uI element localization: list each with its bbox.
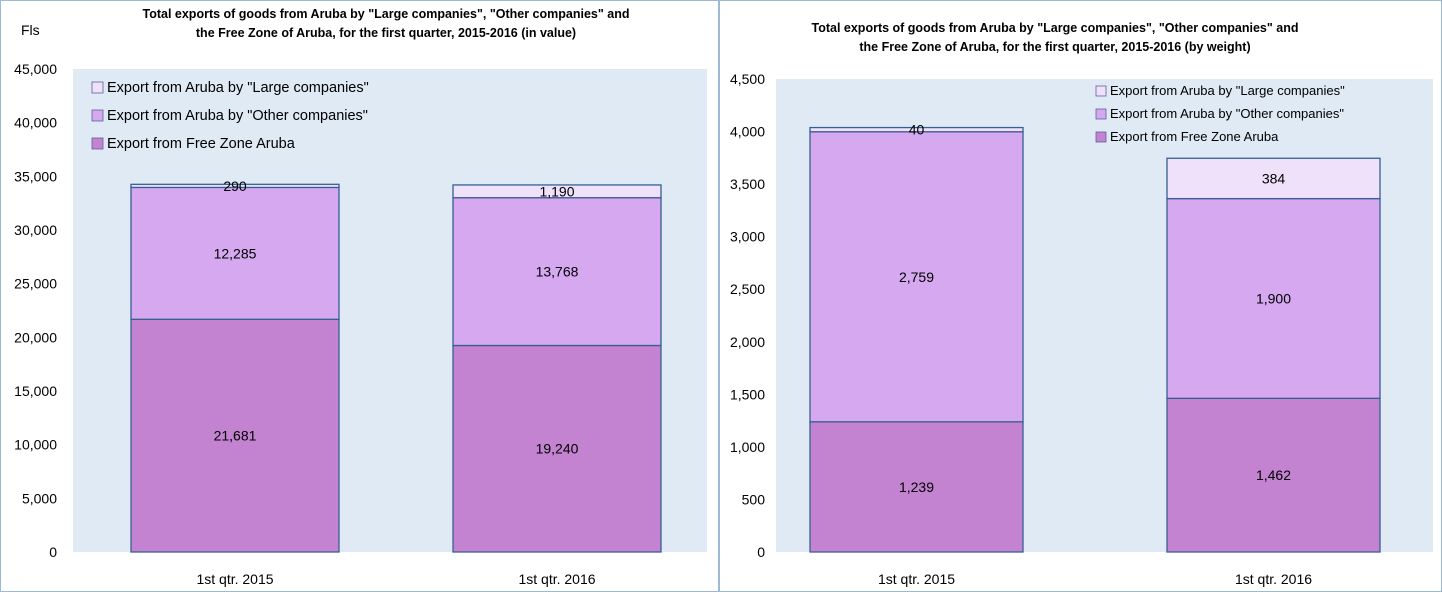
legend-label: Export from Aruba by "Large companies" <box>1110 83 1345 98</box>
legend-swatch <box>1095 108 1107 120</box>
data-label: 13,768 <box>536 264 579 280</box>
y-tick-label: 4,500 <box>730 71 765 87</box>
data-label: 2,759 <box>899 269 934 285</box>
chart-panel-weight: Total exports of goods from Aruba by "La… <box>719 0 1442 592</box>
bar-segment <box>452 344 662 553</box>
y-tick-label: 4,000 <box>730 124 765 140</box>
x-category-label: 1st qtr. 2016 <box>518 571 595 587</box>
chart-title-line-1: Total exports of goods from Aruba by "La… <box>143 7 630 21</box>
bar-segment <box>809 131 1024 423</box>
plot-area: 0 5,000 10,000 15,000 20,000 25,000 30,000 35,0… <box>14 61 707 587</box>
plot-area: 0 500 1,000 1,500 2,000 2,500 3,000 3,500 4,000 4… <box>730 71 1433 587</box>
bar-segment <box>452 197 662 347</box>
legend-swatch <box>91 81 104 94</box>
legend-label: Export from Free Zone Aruba <box>107 136 296 152</box>
y-unit-label: Fls <box>21 22 40 38</box>
legend-swatch <box>91 137 104 150</box>
bar-segment <box>809 421 1024 553</box>
data-label: 1,190 <box>539 183 574 199</box>
y-tick-label: 3,500 <box>730 176 765 192</box>
legend-swatch <box>91 109 104 122</box>
data-label: 19,240 <box>536 441 579 457</box>
chart-value-svg: Fls Total exports of goods from Aruba by… <box>14 7 707 587</box>
data-label: 21,681 <box>214 428 257 444</box>
x-category-label: 1st qtr. 2016 <box>1235 571 1312 587</box>
chart-title-line-2: the Free Zone of Aruba, for the first qu… <box>859 40 1250 54</box>
data-label: 1,239 <box>899 479 934 495</box>
legend-label: Export from Aruba by "Large companies" <box>107 80 369 96</box>
data-label: 12,285 <box>214 245 257 261</box>
legend-label: Export from Aruba by "Other companies" <box>107 108 368 124</box>
y-tick-label: 5,000 <box>22 490 57 506</box>
bar-segment <box>1166 197 1381 399</box>
y-tick-label: 500 <box>742 491 766 507</box>
bar-segment <box>1166 157 1381 200</box>
y-tick-label: 1,000 <box>730 439 765 455</box>
y-tick-label: 0 <box>757 544 765 560</box>
legend-swatch <box>1095 131 1107 143</box>
bar-segment <box>130 183 340 189</box>
y-tick-label: 15,000 <box>14 383 57 399</box>
chart-title-line-2: the Free Zone of Aruba, for the first qu… <box>196 26 576 40</box>
chart-title-line-1: Total exports of goods from Aruba by "La… <box>812 21 1299 35</box>
data-label: 1,462 <box>1256 467 1291 483</box>
y-tick-label: 3,000 <box>730 229 765 245</box>
chart-panel-value: Fls Total exports of goods from Aruba by… <box>0 0 719 592</box>
x-category-label: 1st qtr. 2015 <box>878 571 955 587</box>
y-tick-label: 2,000 <box>730 334 765 350</box>
data-label: 384 <box>1262 170 1286 186</box>
y-tick-label: 20,000 <box>14 329 57 345</box>
legend-label: Export from Free Zone Aruba <box>1110 129 1279 144</box>
x-category-label: 1st qtr. 2015 <box>196 571 273 587</box>
y-tick-label: 0 <box>49 544 57 560</box>
y-tick-label: 1,500 <box>730 386 765 402</box>
y-tick-label: 30,000 <box>14 222 57 238</box>
data-label: 290 <box>223 178 247 194</box>
y-tick-label: 2,500 <box>730 281 765 297</box>
y-tick-label: 45,000 <box>14 61 57 77</box>
legend-swatch <box>1095 85 1107 97</box>
y-tick-label: 40,000 <box>14 115 57 131</box>
chart-weight-svg: Total exports of goods from Aruba by "La… <box>730 21 1433 587</box>
y-tick-label: 25,000 <box>14 276 57 292</box>
legend-label: Export from Aruba by "Other companies" <box>1110 106 1344 121</box>
bar-segment <box>1166 397 1381 553</box>
data-label: 40 <box>909 122 925 138</box>
y-tick-label: 10,000 <box>14 437 57 453</box>
bar-segment <box>130 318 340 553</box>
bar-segment <box>809 126 1024 133</box>
data-label: 1,900 <box>1256 290 1291 306</box>
bar-segment <box>452 184 662 199</box>
y-tick-label: 35,000 <box>14 168 57 184</box>
